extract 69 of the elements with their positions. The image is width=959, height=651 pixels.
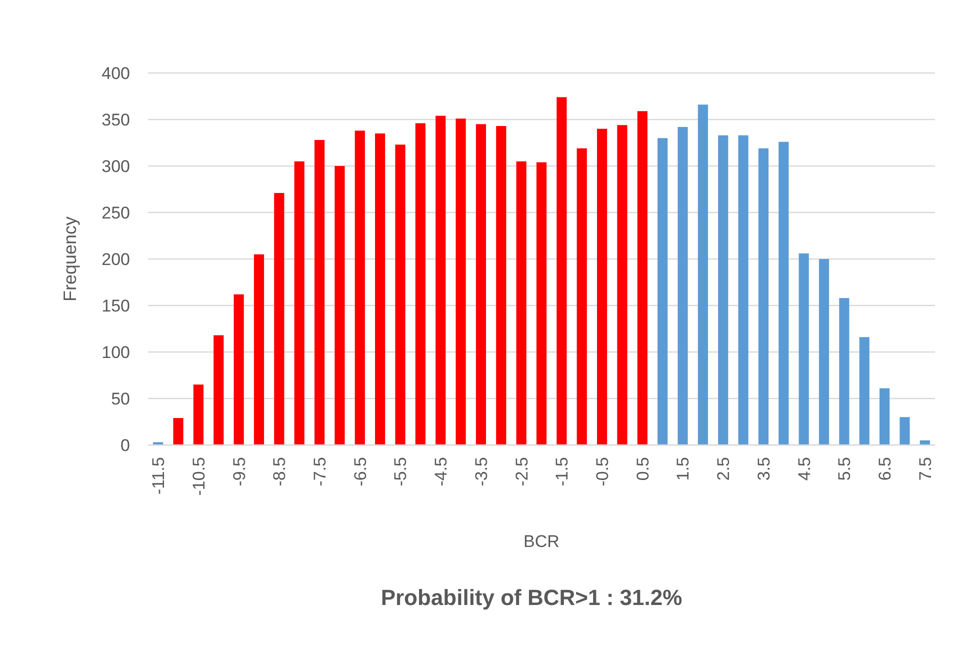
bar	[294, 161, 304, 445]
x-tick-label: -9.5	[230, 457, 249, 486]
bar	[637, 111, 648, 445]
x-tick-label: -2.5	[512, 457, 532, 486]
x-tick-label: 7.5	[916, 457, 935, 481]
bar	[516, 161, 526, 445]
bar	[658, 138, 668, 445]
x-tick-label: 1.5	[674, 457, 693, 481]
bar	[314, 140, 325, 445]
bar	[354, 130, 365, 445]
bar	[617, 125, 628, 445]
bar	[839, 298, 850, 445]
bar	[596, 128, 608, 445]
bar	[880, 388, 890, 445]
bar	[173, 418, 184, 445]
bar	[556, 97, 567, 445]
bar	[375, 133, 386, 445]
bar	[496, 126, 506, 445]
y-tick-label: 300	[102, 156, 130, 176]
x-tick-label: -3.5	[472, 457, 491, 486]
x-tick-label: 5.5	[835, 457, 854, 481]
bar	[254, 254, 264, 445]
x-tick-label: -11.5	[149, 457, 168, 494]
y-tick-label: 0	[120, 436, 130, 455]
y-tick-label: 50	[111, 389, 130, 408]
y-axis-title: Frequency	[60, 216, 80, 302]
bar	[395, 144, 406, 445]
x-tick-label: -8.5	[270, 457, 290, 486]
bar	[456, 118, 466, 445]
y-tick-label: 100	[102, 342, 130, 362]
bar	[900, 417, 910, 445]
bar	[436, 116, 446, 445]
bar	[738, 135, 748, 445]
x-tick-label: 3.5	[754, 457, 774, 481]
bar	[536, 162, 547, 445]
x-tick-label: -0.5	[592, 457, 612, 486]
y-tick-label: 150	[102, 296, 130, 316]
y-tick-label: 250	[102, 203, 130, 222]
x-tick-label: 4.5	[794, 457, 814, 481]
bar	[234, 294, 244, 445]
bar	[476, 124, 486, 445]
x-tick-label: -10.5	[189, 457, 208, 496]
x-tick-label: -4.5	[432, 457, 451, 486]
x-tick-label: 2.5	[714, 457, 734, 481]
bar	[274, 192, 284, 445]
bar	[798, 253, 809, 445]
bar	[698, 104, 708, 445]
bar	[758, 148, 769, 445]
bar	[859, 337, 870, 445]
y-tick-label: 400	[102, 64, 130, 83]
y-tick-label: 200	[102, 250, 130, 269]
x-tick-label: 6.5	[876, 457, 894, 481]
bar	[193, 384, 204, 445]
x-tick-label: -7.5	[310, 457, 330, 486]
x-tick-label: -6.5	[350, 457, 370, 486]
x-tick-label: -1.5	[552, 457, 572, 486]
bar	[678, 126, 688, 445]
bar	[415, 123, 426, 445]
bar	[778, 142, 789, 445]
bar	[818, 259, 830, 445]
bar	[214, 335, 224, 445]
x-axis-title: BCR	[524, 532, 560, 551]
bar	[718, 135, 728, 445]
x-tick-label: -5.5	[391, 457, 410, 486]
y-tick-label: 350	[102, 110, 130, 130]
bar	[334, 166, 345, 445]
text: Probability of BCR>1 : 31.2%	[380, 585, 682, 610]
bar	[576, 148, 587, 445]
x-tick-label: 0.5	[633, 457, 652, 481]
